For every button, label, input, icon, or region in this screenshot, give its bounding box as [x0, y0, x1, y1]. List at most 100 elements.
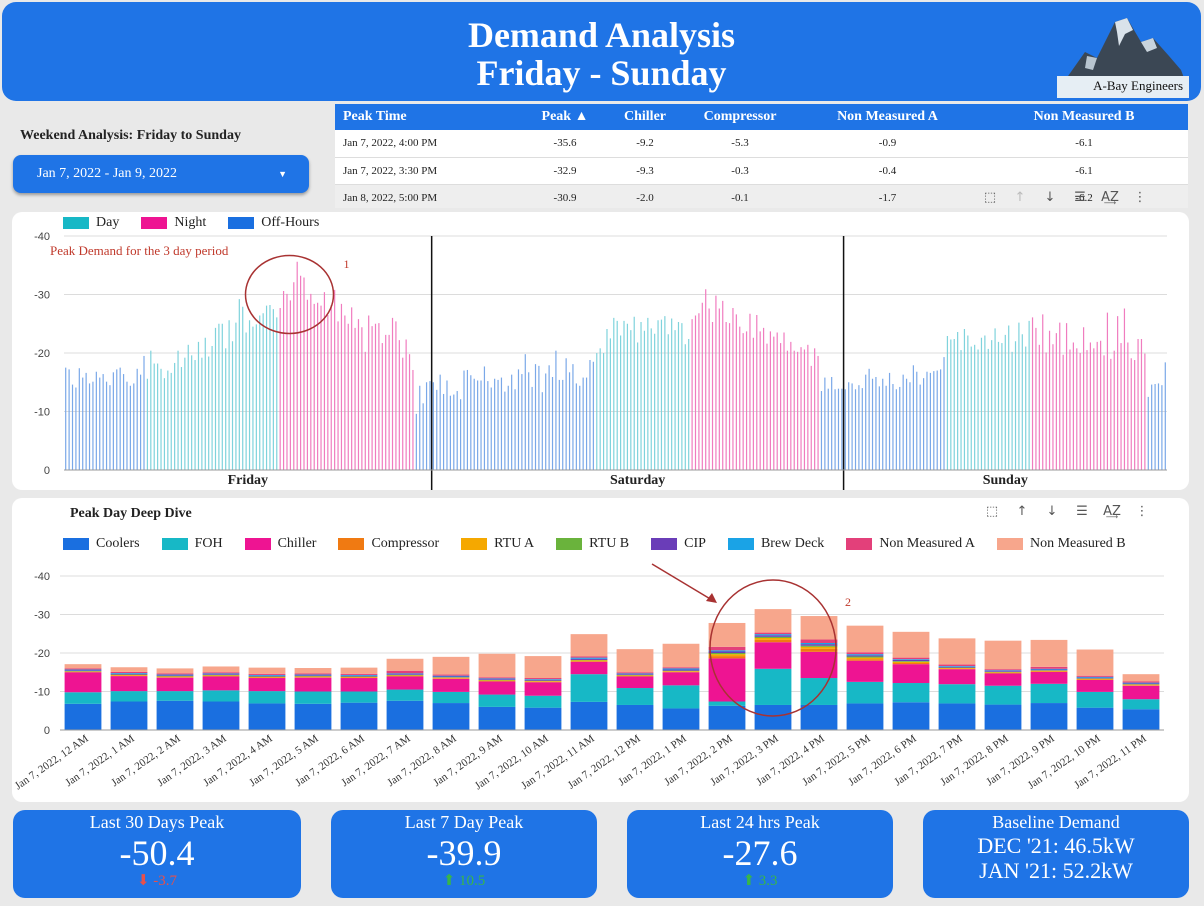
bar-segment — [570, 657, 608, 659]
table-cell: -9.3 — [605, 157, 685, 185]
legend-item[interactable]: Coolers — [63, 536, 140, 552]
legend-item-off-hours[interactable]: Off-Hours — [228, 215, 319, 231]
bar-segment — [708, 705, 746, 730]
bar-segment — [248, 691, 286, 704]
bar-segment — [294, 676, 332, 678]
bar-segment — [800, 645, 838, 647]
col-non-measured-a[interactable]: Non Measured A — [795, 104, 980, 130]
arrow-down-icon[interactable]: ↓ — [1044, 189, 1056, 205]
legend-item[interactable]: Compressor — [338, 536, 439, 552]
bar-segment — [708, 622, 746, 647]
bar-segment — [1122, 685, 1160, 700]
table-cell: -35.6 — [525, 130, 605, 158]
legend-item[interactable]: FOH — [161, 536, 223, 552]
bar-segment — [294, 668, 332, 674]
bar-segment — [478, 653, 516, 678]
col-peak[interactable]: Peak ▲ — [525, 104, 605, 130]
bar-segment — [248, 678, 286, 692]
bar-segment — [156, 700, 194, 730]
col-peak-time[interactable]: Peak Time — [335, 104, 525, 130]
sort-az-icon[interactable]: A͢Z — [1101, 189, 1119, 205]
bar-segment — [1122, 683, 1160, 685]
legend-label: Brew Deck — [760, 536, 825, 551]
bar-segment — [202, 675, 240, 677]
legend-label: Day — [96, 215, 120, 230]
bar-segment — [340, 676, 378, 678]
bar-segment — [846, 654, 884, 656]
legend-item[interactable]: Chiller — [244, 536, 317, 552]
y-tick-label: -30 — [34, 290, 50, 302]
more-menu-icon[interactable]: ⋮ — [1135, 504, 1149, 519]
y-tick-label: -20 — [34, 348, 50, 360]
bar-segment — [1030, 671, 1068, 684]
kpi-label: Last 30 Days Peak — [89, 812, 225, 832]
bar-segment — [294, 703, 332, 730]
bar-segment — [110, 701, 148, 730]
table-cell: -2.0 — [605, 184, 685, 208]
bar-segment — [708, 654, 746, 657]
select-area-icon[interactable]: ⬚ — [983, 189, 997, 205]
legend-item[interactable]: RTU A — [461, 536, 534, 552]
legend-label: CIP — [684, 536, 706, 551]
legend-swatch — [996, 538, 1023, 550]
legend-item-night[interactable]: Night — [141, 215, 206, 231]
bar-segment — [202, 676, 240, 691]
date-range-picker[interactable]: Jan 7, 2022 - Jan 9, 2022 ▼ — [13, 155, 309, 193]
baseline-jan: JAN '21: 52.2kW — [979, 858, 1133, 883]
bar-segment — [294, 677, 332, 692]
bar-segment — [432, 703, 470, 730]
col-non-measured-b[interactable]: Non Measured B — [980, 104, 1188, 130]
bar-segment — [202, 690, 240, 702]
y-tick-label: -40 — [34, 571, 50, 583]
legend-label: Chiller — [277, 536, 317, 551]
bar-segment — [800, 678, 838, 705]
y-tick-label: 0 — [44, 725, 50, 737]
bar-segment — [754, 634, 792, 636]
legend-item[interactable]: Brew Deck — [727, 536, 825, 552]
legend-item[interactable]: Non Measured A — [846, 536, 975, 552]
table-cell: -9.2 — [605, 130, 685, 158]
legend-item[interactable]: CIP — [651, 536, 706, 552]
bar-segment — [938, 703, 976, 730]
bar-segment — [110, 671, 148, 674]
arrow-up-icon[interactable]: ↑ — [1014, 189, 1026, 205]
bar-segment — [432, 691, 470, 704]
peak-annotation: Peak Demand for the 3 day period — [50, 243, 229, 258]
bar-segment — [294, 673, 332, 675]
bar-segment — [386, 689, 424, 701]
bar-segment — [1030, 666, 1068, 669]
more-menu-icon[interactable]: ⋮ — [1133, 189, 1147, 205]
bar-segment — [248, 674, 286, 676]
bar-segment — [156, 675, 194, 677]
sort-az-icon[interactable]: A͢Z — [1103, 504, 1121, 519]
y-tick-label: 0 — [44, 465, 50, 477]
table-cell: -6.1 — [980, 130, 1188, 158]
filter-sliders-icon[interactable]: ☰ — [1076, 504, 1088, 519]
bar-segment — [1076, 678, 1114, 680]
bar-segment — [846, 652, 884, 655]
table-cell: -32.9 — [525, 157, 605, 185]
marker-label: 2 — [845, 595, 851, 609]
col-chiller[interactable]: Chiller — [605, 104, 685, 130]
arrow-up-icon[interactable]: ↑ — [1016, 504, 1028, 519]
arrow-down-icon[interactable]: ↓ — [1046, 504, 1058, 519]
legend-item[interactable]: RTU B — [556, 536, 629, 552]
legend-item[interactable]: Non Measured B — [996, 536, 1126, 552]
filter-sliders-icon[interactable]: ☰ — [1074, 189, 1086, 205]
select-area-icon[interactable]: ⬚ — [985, 504, 999, 519]
bar-segment — [1076, 676, 1114, 678]
bar-segment — [478, 679, 516, 680]
legend-item-day[interactable]: Day — [63, 215, 119, 231]
bar-segment — [1076, 649, 1114, 676]
bar-segment — [340, 702, 378, 730]
col-compressor[interactable]: Compressor — [685, 104, 795, 130]
table-cell: -5.3 — [685, 130, 795, 158]
legend-swatch — [244, 538, 271, 550]
bar-segment — [984, 672, 1022, 674]
mountain-logo-icon — [1057, 12, 1189, 98]
bar-segment — [110, 667, 148, 672]
bar-segment — [340, 673, 378, 675]
peak-table: Peak Time Peak ▲ Chiller Compressor Non … — [335, 104, 1188, 208]
bar-segment — [156, 673, 194, 675]
table-cell: Jan 8, 2022, 5:00 PM — [335, 184, 525, 208]
